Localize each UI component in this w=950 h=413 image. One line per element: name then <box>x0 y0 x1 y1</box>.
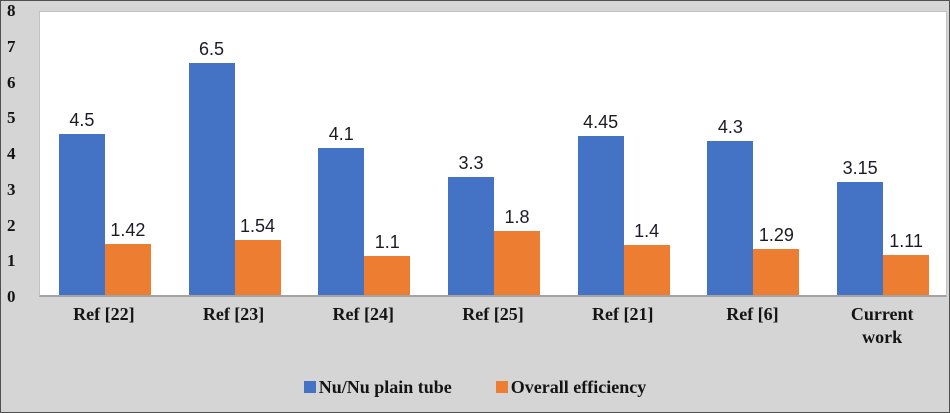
data-label: 6.5 <box>199 38 225 59</box>
category-label: Ref [25] <box>462 304 524 324</box>
x-axis: Ref [22] Ref [23] Ref [24] Ref [25] Ref [21]… <box>39 303 947 350</box>
data-label: 1.29 <box>758 224 794 245</box>
bar-nu-nu-plain-tube <box>707 141 754 295</box>
bar-overall-efficiency <box>493 230 540 295</box>
bar-overall-efficiency <box>364 255 411 295</box>
bar-group: 4.45 1.4 <box>559 12 689 295</box>
bar-group: 4.1 1.1 <box>299 12 429 295</box>
data-label: 1.54 <box>240 215 276 236</box>
bar-nu-nu-plain-tube <box>577 135 624 295</box>
legend-label: Nu/Nu plain tube <box>318 377 452 397</box>
data-label: 3.3 <box>458 153 484 174</box>
data-label: 1.11 <box>889 231 923 252</box>
bar-overall-efficiency <box>623 244 670 295</box>
category-label: Ref [24] <box>332 304 395 324</box>
legend-swatch-icon <box>303 381 316 393</box>
bar-nu-nu-plain-tube <box>58 134 105 295</box>
y-tick-label: 4 <box>7 144 16 163</box>
y-tick-label: 1 <box>7 251 16 271</box>
category-label: Ref [22] <box>73 304 135 324</box>
category-label: Ref [6] <box>726 304 779 324</box>
legend-label: Overall efficiency <box>510 377 647 397</box>
bar-group: 3.3 1.8 <box>429 12 559 295</box>
data-label: 4.5 <box>69 110 95 131</box>
data-label: 4.45 <box>583 111 619 132</box>
data-label: 1.1 <box>374 231 400 252</box>
data-label: 1.4 <box>634 220 660 241</box>
plot-area: 4.5 1.42 6.5 1.54 4.1 1.1 3.3 1.8 4.45 1.4 4.3 1.29… <box>39 11 947 297</box>
data-label: 4.3 <box>717 117 743 138</box>
bar-group: 6.5 1.54 <box>170 12 300 295</box>
bar-nu-nu-plain-tube <box>447 177 494 295</box>
y-tick-label: 3 <box>7 179 16 199</box>
y-tick-label: 0 <box>7 287 16 306</box>
bar-group: 4.5 1.42 <box>40 12 170 295</box>
bar-group: 3.15 1.11 <box>818 12 948 295</box>
y-tick-label: 5 <box>7 108 16 128</box>
category-label: Ref [23] <box>202 304 265 324</box>
category-label: Current work <box>850 304 914 348</box>
y-tick-label: 2 <box>7 215 16 235</box>
bar-overall-efficiency <box>753 248 800 295</box>
legend-entry-overall-efficiency: Overall efficiency <box>495 377 647 397</box>
bar-overall-efficiency <box>234 239 281 295</box>
legend-swatch-icon <box>495 381 508 393</box>
bar-group: 4.3 1.29 <box>689 12 819 295</box>
y-tick-label: 8 <box>7 1 16 20</box>
category-label: Ref [21] <box>591 304 654 324</box>
legend: Nu/Nu plain tube Overall efficiency <box>1 378 949 396</box>
data-label: 4.1 <box>328 124 354 145</box>
bar-nu-nu-plain-tube <box>318 148 365 295</box>
data-label: 1.42 <box>110 220 146 241</box>
bar-nu-nu-plain-tube <box>837 182 884 295</box>
bar-overall-efficiency <box>883 255 930 295</box>
legend-entry-nu-nu-plain-tube: Nu/Nu plain tube <box>303 377 452 397</box>
data-label: 1.8 <box>504 206 530 227</box>
data-label: 3.15 <box>842 158 878 179</box>
bar-overall-efficiency <box>104 244 151 295</box>
bar-nu-nu-plain-tube <box>188 62 235 295</box>
y-tick-label: 7 <box>7 36 16 56</box>
y-tick-label: 6 <box>7 72 16 92</box>
